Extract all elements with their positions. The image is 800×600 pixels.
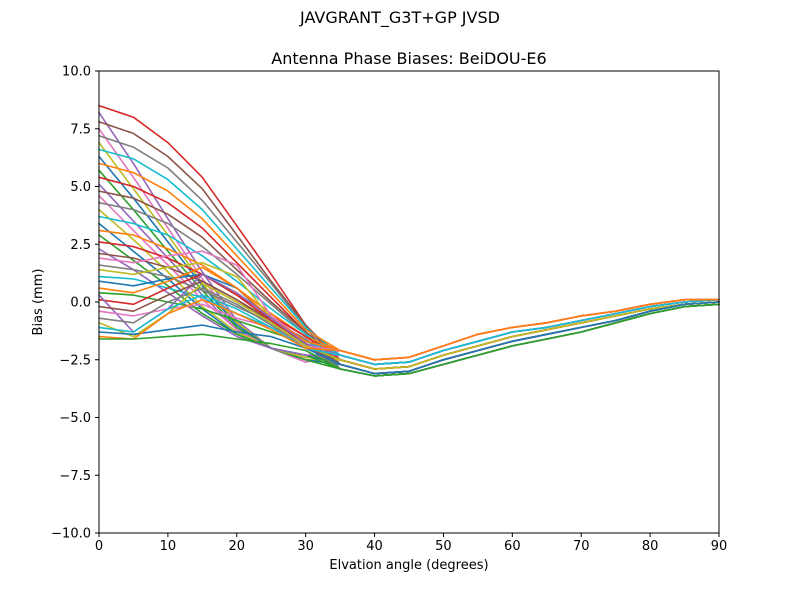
series-line-bias-line-03 — [98, 121, 720, 375]
axes-title: Antenna Phase Biases: BeiDOU-E6 — [271, 49, 547, 68]
series-line-bias-line-40 — [98, 303, 720, 377]
y-tick-label: 5.0 — [70, 180, 91, 195]
y-tick-label: 2.5 — [70, 238, 91, 253]
y-axis: 10.0 7.5 5.0 2.5 0.0 −2.5 −5.0 −7.5 −10.0 — [51, 65, 99, 542]
x-tick-label: 90 — [711, 539, 728, 554]
figure-title: JAVGRANT_G3T+GP JVSD — [300, 8, 500, 27]
x-tick-label: 80 — [642, 539, 659, 554]
x-tick-label: 70 — [573, 539, 590, 554]
series-line-bias-line-39 — [98, 298, 720, 361]
plot-lines — [98, 104, 720, 377]
y-tick-label: 10.0 — [62, 65, 91, 80]
x-tick-label: 0 — [95, 539, 103, 554]
series-line-bias-line-37 — [98, 294, 720, 366]
x-tick-label: 50 — [435, 539, 452, 554]
series-line-bias-line-13 — [98, 190, 720, 375]
x-axis-label: Elvation angle (degrees) — [329, 558, 489, 573]
y-tick-label: −5.0 — [59, 411, 91, 426]
series-line-bias-line-17 — [98, 215, 720, 366]
x-tick-label: 10 — [160, 539, 177, 554]
y-tick-label: 0.0 — [70, 296, 91, 311]
x-tick-label: 20 — [229, 539, 246, 554]
series-line-bias-line-09 — [98, 162, 720, 361]
series-line-bias-line-36 — [98, 282, 720, 370]
axes-frame — [98, 70, 720, 534]
x-tick-label: 30 — [297, 539, 314, 554]
series-line-bias-line-01 — [98, 104, 720, 370]
x-tick-label: 40 — [366, 539, 383, 554]
series-line-bias-line-38 — [98, 301, 720, 375]
y-tick-label: −2.5 — [59, 353, 91, 368]
y-tick-label: −7.5 — [59, 469, 91, 484]
y-tick-label: −10.0 — [51, 527, 91, 542]
x-tick-label: 60 — [504, 539, 521, 554]
x-axis: 0 10 20 30 40 50 60 70 80 90 — [95, 533, 727, 554]
y-tick-label: 7.5 — [70, 122, 91, 137]
